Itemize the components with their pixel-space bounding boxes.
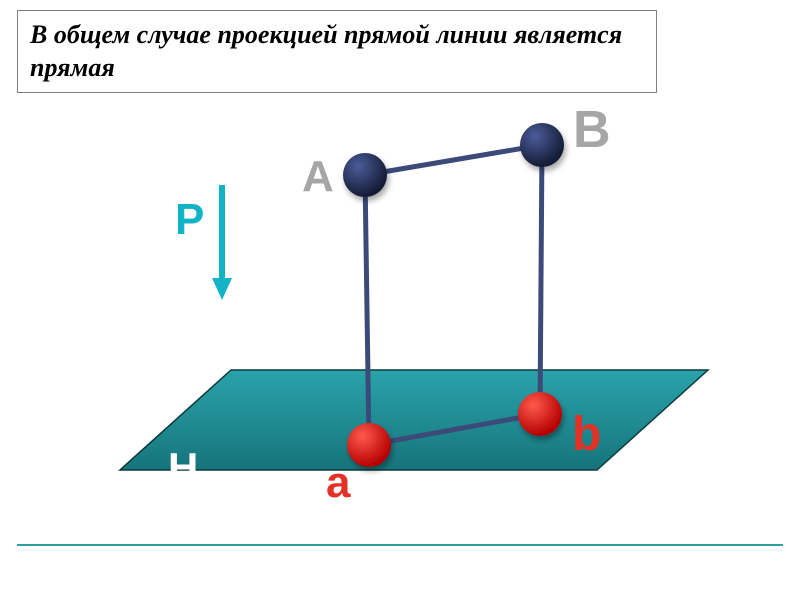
label-B: B bbox=[573, 100, 611, 160]
label-b: b bbox=[572, 407, 601, 462]
projection-direction-arrowhead bbox=[212, 278, 232, 300]
point-A bbox=[343, 153, 387, 197]
label-P: P bbox=[175, 195, 204, 245]
projection-plane bbox=[120, 370, 708, 470]
label-A: A bbox=[302, 152, 334, 202]
point-b bbox=[518, 392, 562, 436]
projection-diagram bbox=[0, 0, 800, 600]
figure-container: В общем случае проекцией прямой линии яв… bbox=[0, 0, 800, 600]
point-a bbox=[347, 423, 391, 467]
point-B bbox=[520, 123, 564, 167]
segment-A-B bbox=[365, 145, 542, 175]
bottom-rule bbox=[17, 544, 783, 546]
label-a: a bbox=[326, 458, 350, 508]
segment-B-b bbox=[540, 145, 542, 414]
label-H: H bbox=[168, 444, 198, 492]
